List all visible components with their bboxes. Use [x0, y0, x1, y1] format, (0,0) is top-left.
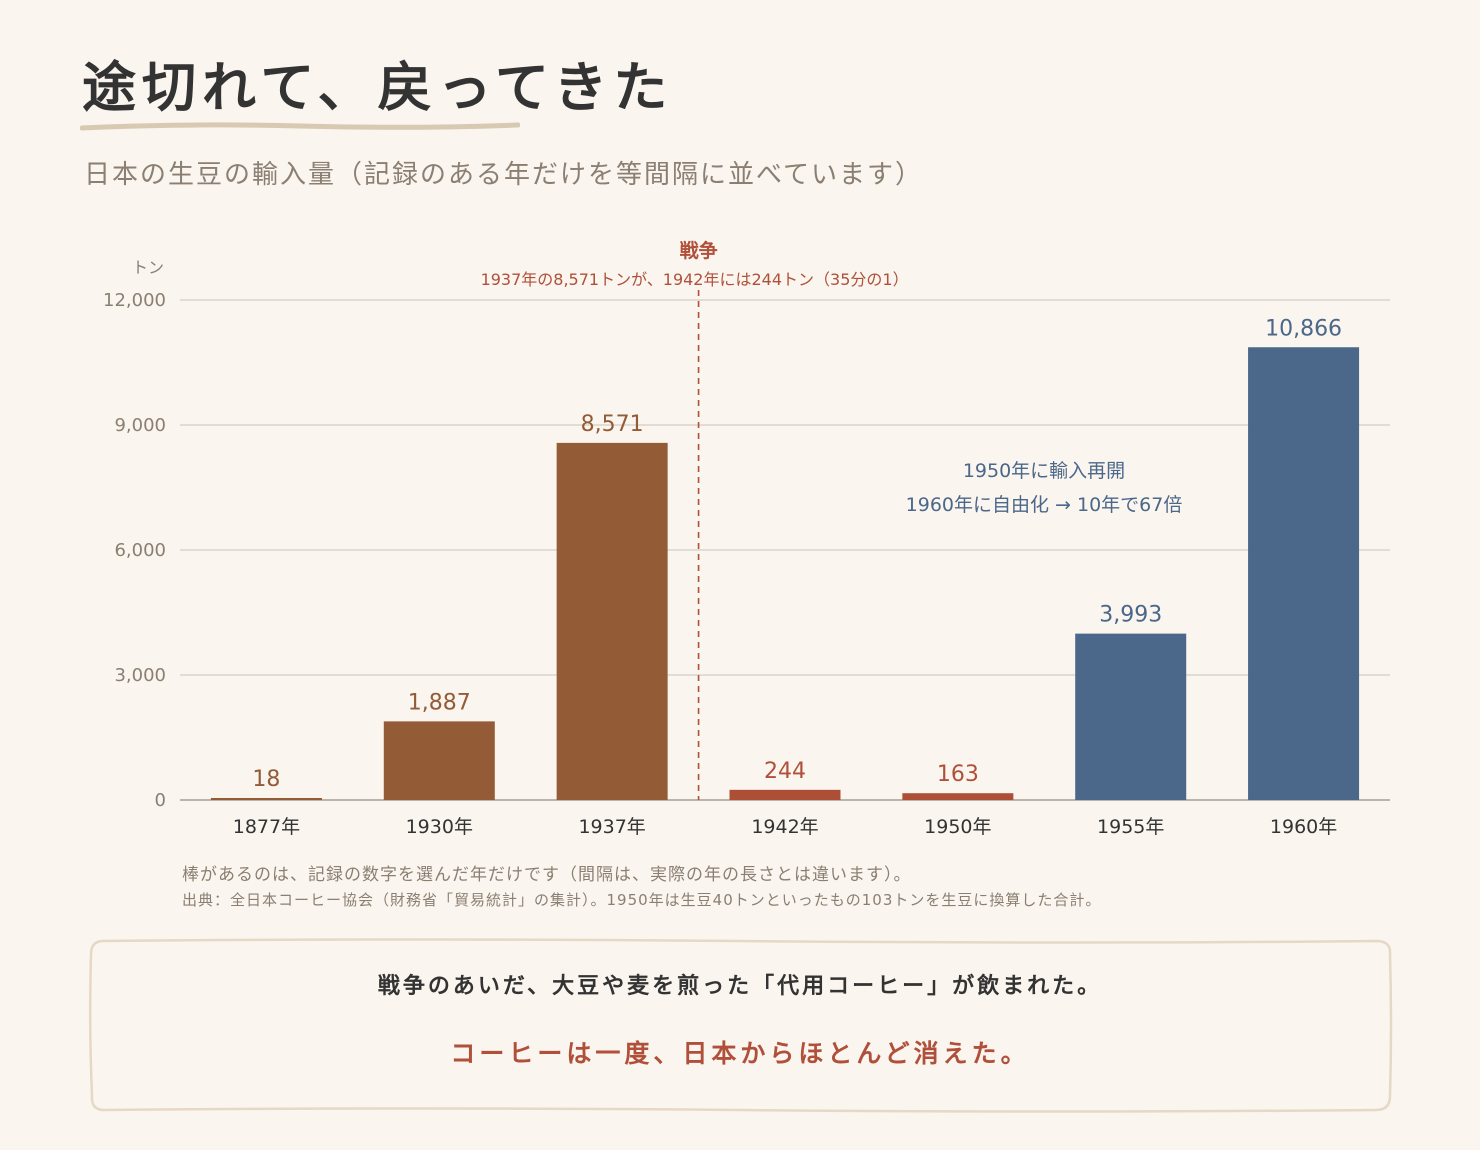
bar-chart: 0 3,000 6,000 9,000 12,000 トン 18 1,887 8,571 244… [103, 239, 1390, 838]
war-annotation-title: 戦争 [680, 239, 718, 262]
bar-value-label: 8,571 [581, 412, 644, 437]
x-axis: 1877年 1930年 1937年 1942年 1950年 1955年 1960年 [233, 816, 1338, 838]
bars [210, 347, 1360, 800]
callout-text-coffee-vanished: コーヒーは一度、日本からほとんど消えた。 [450, 1039, 1030, 1068]
x-tick-label: 1937年 [578, 816, 645, 838]
bar-value-label: 1,887 [408, 690, 471, 715]
x-tick-label: 1877年 [233, 816, 300, 838]
bar-1877年 [210, 798, 322, 800]
x-tick-label: 1960年 [1270, 816, 1337, 838]
chart-note-source: 出典：全日本コーヒー協会（財務省「貿易統計」の集計）。1950年は生豆40トンと… [182, 891, 1102, 909]
y-tick-label: 6,000 [114, 540, 166, 561]
bar-value-label: 244 [764, 759, 806, 784]
callout-box [88, 938, 1393, 1113]
postwar-annotation-line-1: 1950年に輸入再開 [963, 460, 1125, 482]
bar-1950年 [902, 793, 1014, 800]
bar-1942年 [729, 789, 841, 800]
title-underline [80, 122, 520, 131]
chart-subtitle: 日本の生豆の輸入量（記録のある年だけを等間隔に並べています） [84, 160, 923, 190]
chart-note-intervals: 棒があるのは、記録の数字を選んだ年だけです（間隔は、実際の年の長さとは違います）… [182, 865, 912, 885]
value-labels: 18 1,887 8,571 244 163 3,993 10,866 [252, 316, 1342, 792]
y-unit-label: トン [132, 258, 164, 277]
page-title: 途切れて、戻ってきた [82, 56, 674, 119]
x-tick-label: 1930年 [406, 816, 473, 838]
x-tick-label: 1950年 [924, 816, 991, 838]
gridlines [180, 299, 1390, 676]
bar-value-label: 163 [937, 762, 979, 787]
y-tick-label: 3,000 [114, 665, 166, 686]
postwar-annotation-line-2: 1960年に自由化 → 10年で67倍 [906, 494, 1183, 516]
y-axis: 0 3,000 6,000 9,000 12,000 トン [103, 258, 1390, 811]
bar-1937年 [556, 442, 668, 800]
y-tick-label: 9,000 [114, 415, 166, 436]
x-tick-label: 1955年 [1097, 816, 1164, 838]
bar-1955年 [1075, 633, 1187, 800]
y-tick-label: 0 [155, 790, 166, 811]
y-tick-label: 12,000 [103, 290, 166, 311]
bar-value-label: 3,993 [1099, 603, 1162, 628]
callout-text-substitute-coffee: 戦争のあいだ、大豆や麦を煎った「代用コーヒー」が飲まれた。 [377, 974, 1103, 999]
war-annotation-text: 1937年の8,571トンが、1942年には244トン（35分の1） [481, 270, 909, 289]
bar-1960年 [1248, 347, 1360, 800]
bar-1930年 [383, 721, 495, 800]
bar-value-label: 10,866 [1265, 316, 1342, 341]
x-tick-label: 1942年 [751, 816, 818, 838]
bar-value-label: 18 [252, 767, 280, 792]
annotations: 戦争 1937年の8,571トンが、1942年には244トン（35分の1） 1950… [481, 239, 1183, 800]
